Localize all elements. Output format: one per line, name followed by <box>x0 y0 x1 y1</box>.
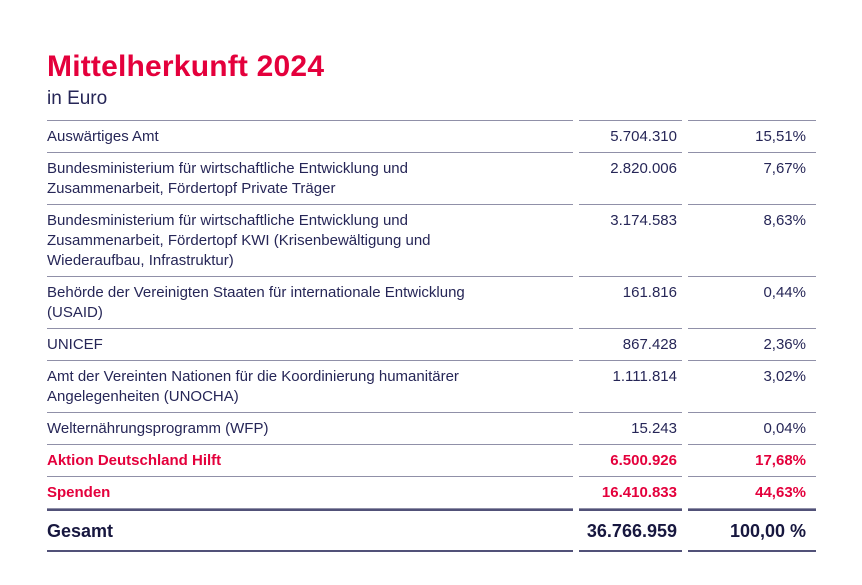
row-label: UNICEF <box>47 329 573 361</box>
table-total-row: Gesamt 36.766.959 100,00 % <box>47 509 816 552</box>
funds-table: Auswärtiges Amt 5.704.310 15,51% Bundesm… <box>47 120 816 552</box>
row-label: Bundesministerium für wirtschaftliche En… <box>47 153 573 205</box>
table-row: Bundesministerium für wirtschaftliche En… <box>47 205 816 277</box>
row-percent: 8,63% <box>688 205 816 277</box>
row-label: Amt der Vereinten Nationen für die Koord… <box>47 361 573 413</box>
table-row: Auswärtiges Amt 5.704.310 15,51% <box>47 120 816 153</box>
row-amount: 161.816 <box>579 277 682 329</box>
row-amount: 867.428 <box>579 329 682 361</box>
row-amount: 5.704.310 <box>579 120 682 153</box>
row-label: Behörde der Vereinigten Staaten für inte… <box>47 277 573 329</box>
row-amount: 16.410.833 <box>579 477 682 509</box>
row-amount: 1.111.814 <box>579 361 682 413</box>
table-row: Aktion Deutschland Hilft 6.500.926 17,68… <box>47 445 816 477</box>
table-row: Spenden 16.410.833 44,63% <box>47 477 816 509</box>
row-percent: 0,04% <box>688 413 816 445</box>
row-percent: 3,02% <box>688 361 816 413</box>
row-percent: 7,67% <box>688 153 816 205</box>
row-amount: 2.820.006 <box>579 153 682 205</box>
row-label: Bundesministerium für wirtschaftliche En… <box>47 205 573 277</box>
row-label: Spenden <box>47 477 573 509</box>
row-percent: 17,68% <box>688 445 816 477</box>
table-row: Bundesministerium für wirtschaftliche En… <box>47 153 816 205</box>
total-amount: 36.766.959 <box>579 509 682 552</box>
total-label: Gesamt <box>47 509 573 552</box>
total-percent: 100,00 % <box>688 509 816 552</box>
row-percent: 2,36% <box>688 329 816 361</box>
page-title: Mittelherkunft 2024 <box>47 50 325 83</box>
row-amount: 6.500.926 <box>579 445 682 477</box>
row-percent: 15,51% <box>688 120 816 153</box>
row-label: Auswärtiges Amt <box>47 120 573 153</box>
table-row: Amt der Vereinten Nationen für die Koord… <box>47 361 816 413</box>
row-label: Aktion Deutschland Hilft <box>47 445 573 477</box>
row-label: Welternährungsprogramm (WFP) <box>47 413 573 445</box>
row-amount: 3.174.583 <box>579 205 682 277</box>
row-amount: 15.243 <box>579 413 682 445</box>
table-row: Behörde der Vereinigten Staaten für inte… <box>47 277 816 329</box>
page-subtitle: in Euro <box>47 88 108 109</box>
row-percent: 44,63% <box>688 477 816 509</box>
table-row: UNICEF 867.428 2,36% <box>47 329 816 361</box>
row-percent: 0,44% <box>688 277 816 329</box>
table-row: Welternährungsprogramm (WFP) 15.243 0,04… <box>47 413 816 445</box>
